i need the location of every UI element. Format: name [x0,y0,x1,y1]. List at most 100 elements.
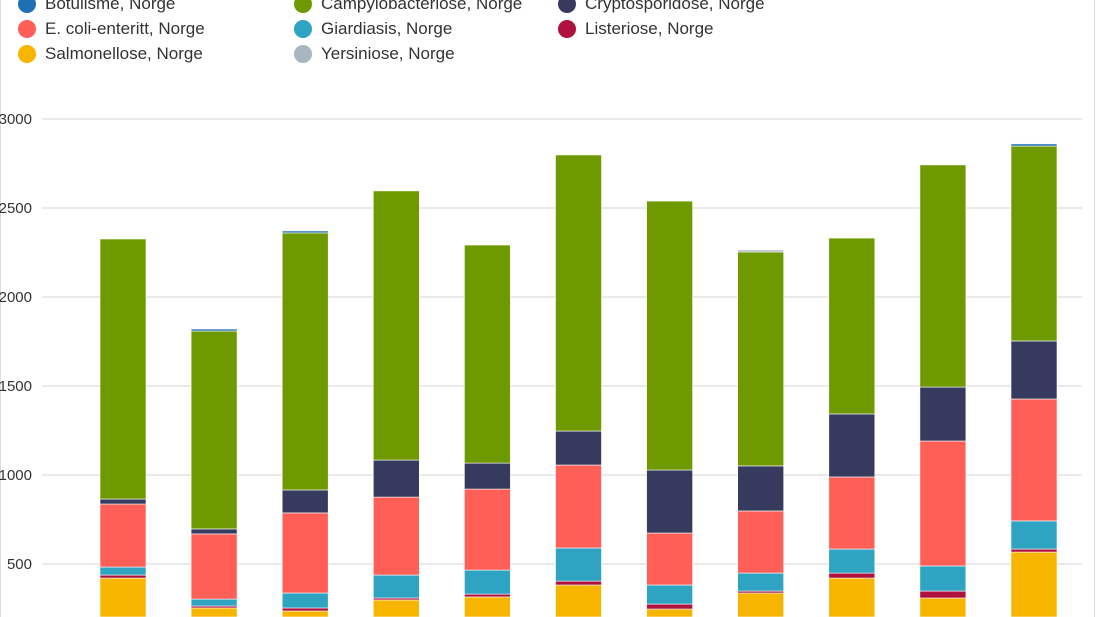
bar-segment[interactable] [372,599,420,617]
bar-segment[interactable] [372,496,420,576]
bar-segment[interactable] [919,590,967,599]
bar-segment[interactable] [555,547,602,582]
bar-segment[interactable] [281,512,329,594]
bar-segment[interactable] [99,577,147,617]
bar-segment[interactable] [281,610,329,617]
bar-segment[interactable] [464,244,511,464]
bar-segment[interactable] [1010,340,1058,400]
bar-segment[interactable] [1010,398,1058,522]
bar-segment[interactable] [646,608,693,617]
bar-segment[interactable] [1010,520,1058,550]
legend-label: Campylobacteriose, Norge [321,0,523,13]
bar-segment[interactable] [737,465,785,512]
legend-item[interactable]: Campylobacteriose, Norge [294,0,558,13]
y-tick-label: 2000 [0,289,32,306]
bar-segment[interactable] [737,572,785,592]
bar-segment[interactable] [828,237,876,415]
bar-segment[interactable] [828,413,876,478]
bar-segment[interactable] [190,330,238,530]
bar-segment[interactable] [555,580,602,586]
bar-segment[interactable] [919,565,967,592]
y-tick-label: 2500 [0,200,32,217]
legend-label: Giardiasis, Norge [321,18,453,38]
bar-segment[interactable] [1010,143,1058,147]
legend-label: Yersiniose, Norge [321,43,455,63]
legend-dot-icon [18,44,36,63]
bar-segment[interactable] [190,598,238,607]
bar-segment[interactable] [555,464,602,549]
bar-segment[interactable] [828,577,876,617]
bar-segment[interactable] [828,476,876,550]
bar-segment[interactable] [99,566,147,576]
bar-segment[interactable] [828,548,876,574]
legend-item[interactable]: E. coli-enteritt, Norge [18,19,294,38]
legend-item[interactable]: Yersiniose, Norge [294,44,558,63]
bar-segment[interactable] [1010,145,1058,342]
legend-dot-icon [18,0,36,13]
bar-segment[interactable] [99,498,147,505]
bar-segment[interactable] [646,584,693,605]
y-tick-label: 500 [7,556,32,573]
y-tick-label: 1500 [0,378,32,395]
bar-segment[interactable] [99,574,147,579]
bar-segment[interactable] [464,462,511,490]
bar-segment[interactable] [555,154,602,432]
bar-segment[interactable] [372,574,420,599]
bar-segment[interactable] [464,596,511,617]
legend-item[interactable]: Cryptosporidose, Norge [558,0,818,13]
bar-segment[interactable] [281,592,329,609]
bar-segment[interactable] [281,230,329,234]
legend-label: Botulisme, Norge [45,0,176,13]
bar-segment[interactable] [737,592,785,617]
legend: Botulisme, Norge Campylobacteriose, Norg… [18,0,818,63]
legend-item[interactable]: Giardiasis, Norge [294,19,558,38]
bar-segment[interactable] [919,440,967,567]
bar-segment[interactable] [919,164,967,388]
legend-label: Salmonellose, Norge [45,43,203,63]
legend-label: Cryptosporidose, Norge [585,0,765,13]
bar-segment[interactable] [190,533,238,600]
bar-segment[interactable] [646,603,693,610]
bar-segment[interactable] [828,572,876,579]
legend-label: Listeriose, Norge [585,18,714,38]
legend-dot-icon [294,0,312,13]
legend-dot-icon [294,44,312,63]
bar-segment[interactable] [919,597,967,617]
bar-segment[interactable] [555,584,602,617]
bar-segment[interactable] [190,607,238,617]
bar-segment[interactable] [372,459,420,498]
bar-segment[interactable] [464,593,511,598]
y-tick-label: 3000 [0,111,32,128]
legend-item[interactable]: Salmonellose, Norge [18,44,294,63]
bar-segment[interactable] [464,488,511,571]
bar-segment[interactable] [464,569,511,595]
bar-segment[interactable] [737,251,785,467]
bar-segment[interactable] [737,249,785,253]
legend-item[interactable]: Listeriose, Norge [558,19,818,38]
legend-label: E. coli-enteritt, Norge [45,18,205,38]
bar-segment[interactable] [281,232,329,491]
bar-segment[interactable] [281,607,329,612]
bar-segment[interactable] [646,200,693,471]
legend-dot-icon [294,19,312,38]
y-tick-label: 1000 [0,467,32,484]
legend-dot-icon [558,19,576,38]
bar-segment[interactable] [1010,548,1058,553]
bar-segment[interactable] [919,386,967,442]
bar-segment[interactable] [372,190,420,461]
bar-segment[interactable] [737,510,785,574]
bar-segment[interactable] [646,469,693,534]
bar-segment[interactable] [99,503,147,568]
bar-segment[interactable] [99,238,147,500]
bar-segment[interactable] [1010,551,1058,617]
bar-segment[interactable] [281,489,329,514]
bar-segment[interactable] [646,532,693,586]
legend-item[interactable]: Botulisme, Norge [18,0,294,13]
bar-segment[interactable] [555,430,602,466]
bar-segment[interactable] [190,528,238,535]
bar-segment[interactable] [190,328,238,332]
legend-dot-icon [18,19,36,38]
legend-dot-icon [558,0,576,13]
